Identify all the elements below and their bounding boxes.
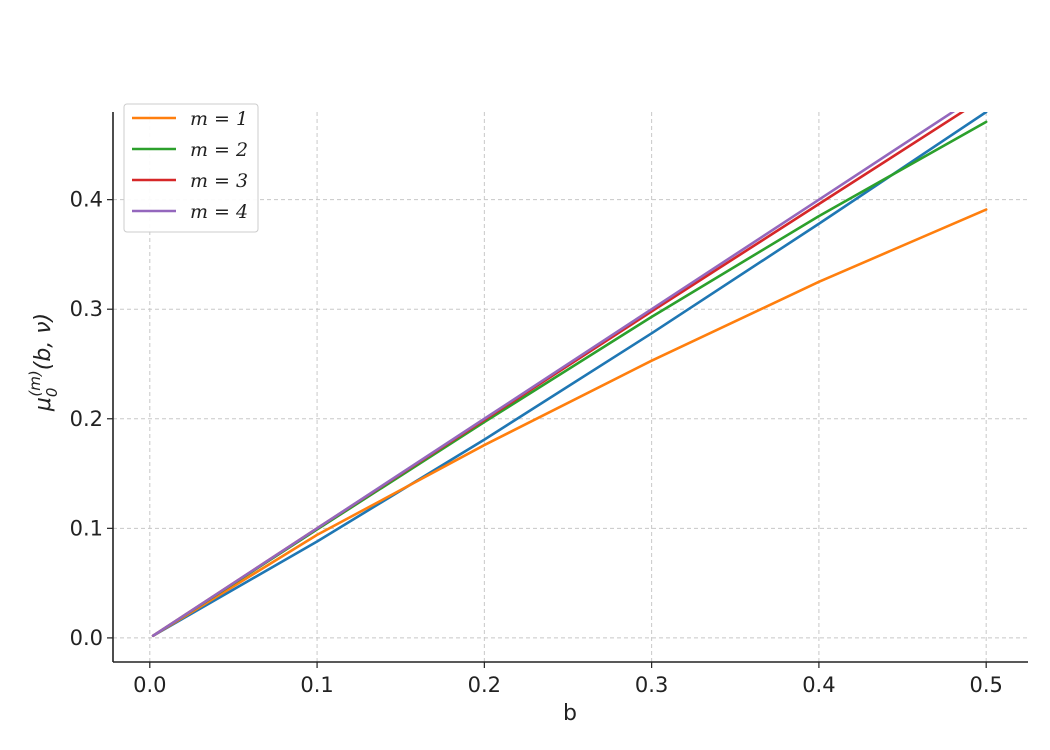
y-axis-title-superscript: (m) xyxy=(26,370,44,396)
x-tick-label: 0.4 xyxy=(802,673,835,697)
grid xyxy=(113,112,1028,662)
legend: m = 1 m = 2 m = 3 m = 4 xyxy=(123,103,259,233)
y-axis-title-args: (b, ν) xyxy=(31,313,56,370)
x-tick-label: 0.5 xyxy=(969,673,1002,697)
x-tick-label: 0.3 xyxy=(635,673,668,697)
y-tick-label: 0.0 xyxy=(70,626,103,650)
y-tick-label: 0.3 xyxy=(70,297,103,321)
x-tick-label: 0.1 xyxy=(300,673,333,697)
y-tick-label: 0.1 xyxy=(70,516,103,540)
tick-labels: 0.0 0.1 0.2 0.3 0.4 0.5 0.0 0.1 0.2 0.3 0.4 xyxy=(70,188,1003,697)
y-tick-label: 0.4 xyxy=(70,188,103,212)
series-line-1 xyxy=(151,112,988,638)
x-axis-title: b xyxy=(563,701,577,726)
axes xyxy=(107,112,1028,668)
legend-label: m = 4 xyxy=(190,201,248,223)
legend-box xyxy=(123,103,259,233)
x-tick-label: 0.2 xyxy=(468,673,501,697)
y-axis-title-base: μ xyxy=(31,397,56,412)
legend-label: m = 1 xyxy=(190,108,248,130)
y-axis-title: μ0(m)(b, ν) xyxy=(26,313,61,412)
svg-text:μ0(m)(b, ν): μ0(m)(b, ν) xyxy=(26,313,61,412)
x-tick-label: 0.0 xyxy=(133,673,166,697)
y-tick-label: 0.2 xyxy=(70,407,103,431)
legend-label: m = 2 xyxy=(190,139,248,161)
series-group xyxy=(151,112,988,638)
y-axis-title-subscript: 0 xyxy=(43,388,61,398)
series-line-5 xyxy=(151,112,956,638)
legend-label: m = 3 xyxy=(190,170,248,192)
series-line-2 xyxy=(151,208,988,638)
